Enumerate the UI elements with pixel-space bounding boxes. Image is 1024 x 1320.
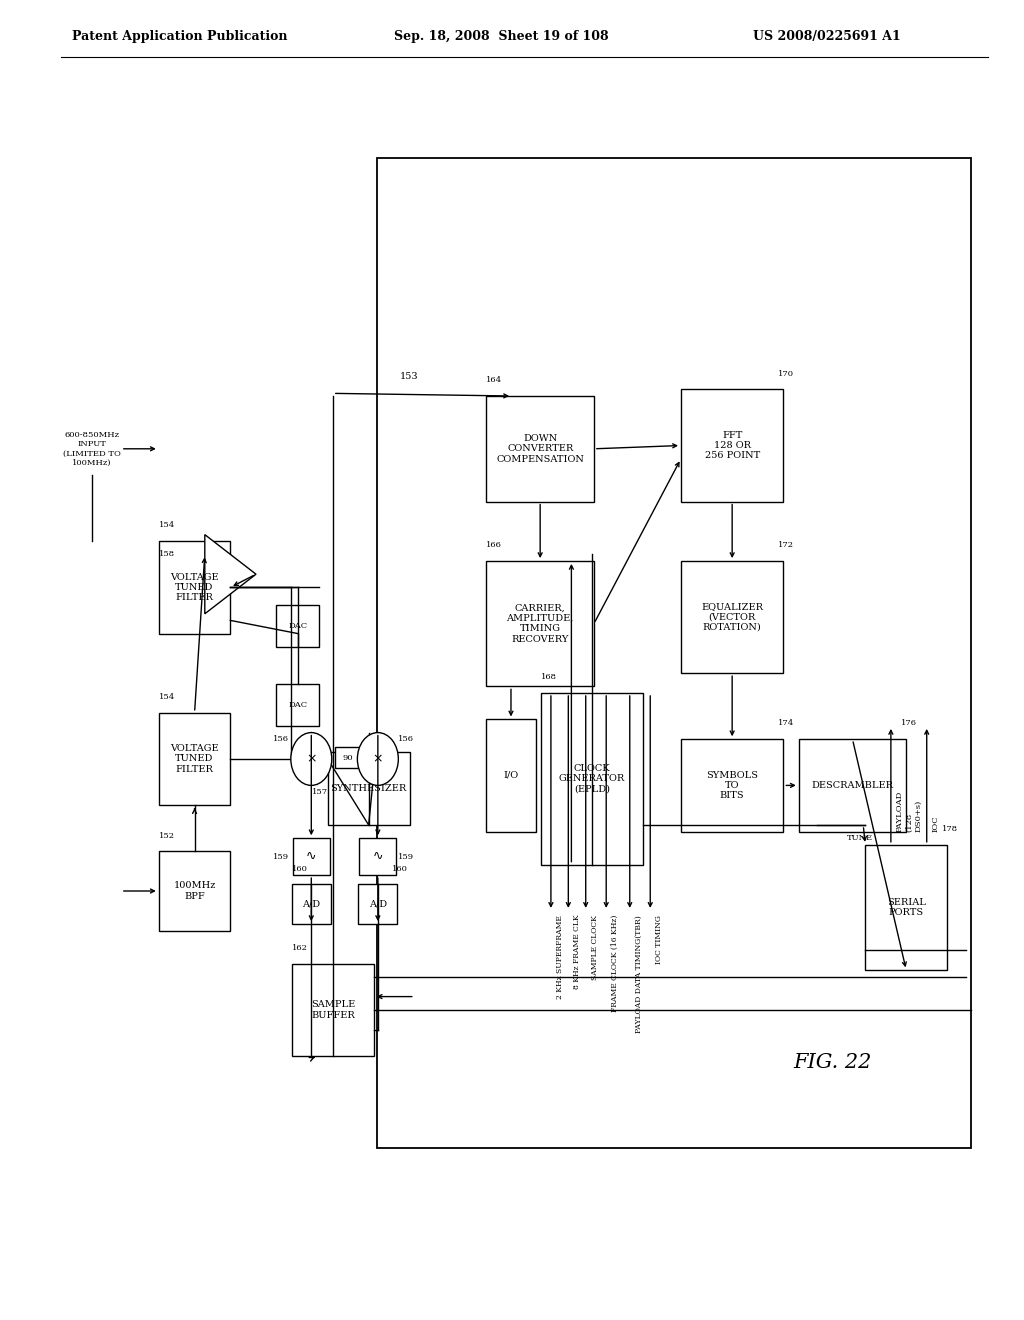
Text: 160: 160 <box>292 865 308 873</box>
Bar <box>276 605 319 647</box>
Text: 174: 174 <box>778 719 795 727</box>
Bar <box>799 739 906 832</box>
Text: 170: 170 <box>778 370 795 378</box>
Text: 159: 159 <box>273 853 290 861</box>
Text: 156: 156 <box>273 735 290 743</box>
Text: TUNE: TUNE <box>847 834 873 842</box>
Text: 157: 157 <box>312 788 329 796</box>
Text: DOWN
CONVERTER
COMPENSATION: DOWN CONVERTER COMPENSATION <box>497 434 584 463</box>
Text: 166: 166 <box>486 541 503 549</box>
Bar <box>486 719 536 832</box>
Bar <box>486 396 594 502</box>
Text: 178: 178 <box>942 825 958 833</box>
Bar <box>293 838 330 875</box>
Bar <box>359 838 396 875</box>
Text: IOC TIMING: IOC TIMING <box>655 915 664 964</box>
Text: Sep. 18, 2008  Sheet 19 of 108: Sep. 18, 2008 Sheet 19 of 108 <box>394 29 609 42</box>
Polygon shape <box>205 535 256 614</box>
Bar <box>541 693 643 865</box>
Text: Patent Application Publication: Patent Application Publication <box>72 29 287 42</box>
Text: 153: 153 <box>399 372 418 380</box>
Text: ×: × <box>306 752 316 766</box>
Text: 158: 158 <box>159 550 175 558</box>
Text: 154: 154 <box>159 693 175 701</box>
Circle shape <box>357 733 398 785</box>
Text: CLOCK
GENERATOR
(EPLD): CLOCK GENERATOR (EPLD) <box>559 764 625 793</box>
Bar <box>865 845 947 970</box>
Bar <box>159 541 230 634</box>
Text: 100MHz
BPF: 100MHz BPF <box>173 882 216 900</box>
Text: SYMBOLS
TO
BITS: SYMBOLS TO BITS <box>707 771 758 800</box>
Text: EQUALIZER
(VECTOR
ROTATION): EQUALIZER (VECTOR ROTATION) <box>701 602 763 632</box>
Text: SAMPLE
BUFFER: SAMPLE BUFFER <box>310 1001 355 1019</box>
Bar <box>377 158 971 1148</box>
Circle shape <box>291 733 332 785</box>
Text: ×: × <box>373 752 383 766</box>
Text: ∿: ∿ <box>373 850 383 863</box>
Text: I/O: I/O <box>504 771 518 780</box>
Text: PAYLOAD DATA TIMING(TBR): PAYLOAD DATA TIMING(TBR) <box>635 915 643 1032</box>
Text: US 2008/0225691 A1: US 2008/0225691 A1 <box>753 29 900 42</box>
Bar <box>276 684 319 726</box>
Text: 90: 90 <box>343 754 353 762</box>
Text: SYNTHESIZER: SYNTHESIZER <box>331 784 407 793</box>
Bar <box>486 561 594 686</box>
Text: FRAME CLOCK (16 KHz): FRAME CLOCK (16 KHz) <box>611 915 620 1012</box>
Text: 160: 160 <box>392 865 409 873</box>
Text: 8 KHz FRAME CLK: 8 KHz FRAME CLK <box>573 915 582 990</box>
Text: DESCRAMBLER: DESCRAMBLER <box>811 781 894 789</box>
Text: VOLTAGE
TUNED
FILTER: VOLTAGE TUNED FILTER <box>170 573 219 602</box>
Text: FFT
128 OR
256 POINT: FFT 128 OR 256 POINT <box>705 430 760 461</box>
Bar <box>159 713 230 805</box>
Bar <box>159 851 230 931</box>
Text: FIG. 22: FIG. 22 <box>794 1053 872 1072</box>
Text: SAMPLE CLOCK: SAMPLE CLOCK <box>591 915 599 979</box>
Bar <box>292 964 374 1056</box>
Bar <box>328 752 410 825</box>
Text: 164: 164 <box>486 376 503 384</box>
Text: 2 KHz SUPERFRAME: 2 KHz SUPERFRAME <box>556 915 564 999</box>
Text: 159: 159 <box>398 853 415 861</box>
Text: CARRIER,
AMPLITUDE,
TIMING
RECOVERY: CARRIER, AMPLITUDE, TIMING RECOVERY <box>507 603 573 644</box>
Text: VOLTAGE
TUNED
FILTER: VOLTAGE TUNED FILTER <box>170 744 219 774</box>
Text: 152: 152 <box>159 832 175 840</box>
Bar <box>335 747 361 768</box>
Text: 156: 156 <box>398 735 415 743</box>
Text: ∿: ∿ <box>306 850 316 863</box>
Text: SERIAL
PORTS: SERIAL PORTS <box>887 898 926 917</box>
Text: DAC: DAC <box>289 622 307 630</box>
Text: 176: 176 <box>901 719 918 727</box>
Bar <box>358 884 397 924</box>
Text: DAC: DAC <box>289 701 307 709</box>
Text: A/D: A/D <box>302 900 321 908</box>
Bar <box>292 884 331 924</box>
Text: 154: 154 <box>159 521 175 529</box>
Text: PAYLOAD
(128
DS0+s): PAYLOAD (128 DS0+s) <box>896 791 923 832</box>
Text: A/D: A/D <box>369 900 387 908</box>
Text: 600-850MHz
INPUT
(LIMITED TO
100MHz): 600-850MHz INPUT (LIMITED TO 100MHz) <box>63 432 121 466</box>
Bar <box>681 389 783 502</box>
Bar <box>681 561 783 673</box>
Text: 162: 162 <box>292 944 308 952</box>
Text: 172: 172 <box>778 541 795 549</box>
Text: IOC: IOC <box>932 814 940 832</box>
Text: 168: 168 <box>541 673 557 681</box>
Bar <box>681 739 783 832</box>
